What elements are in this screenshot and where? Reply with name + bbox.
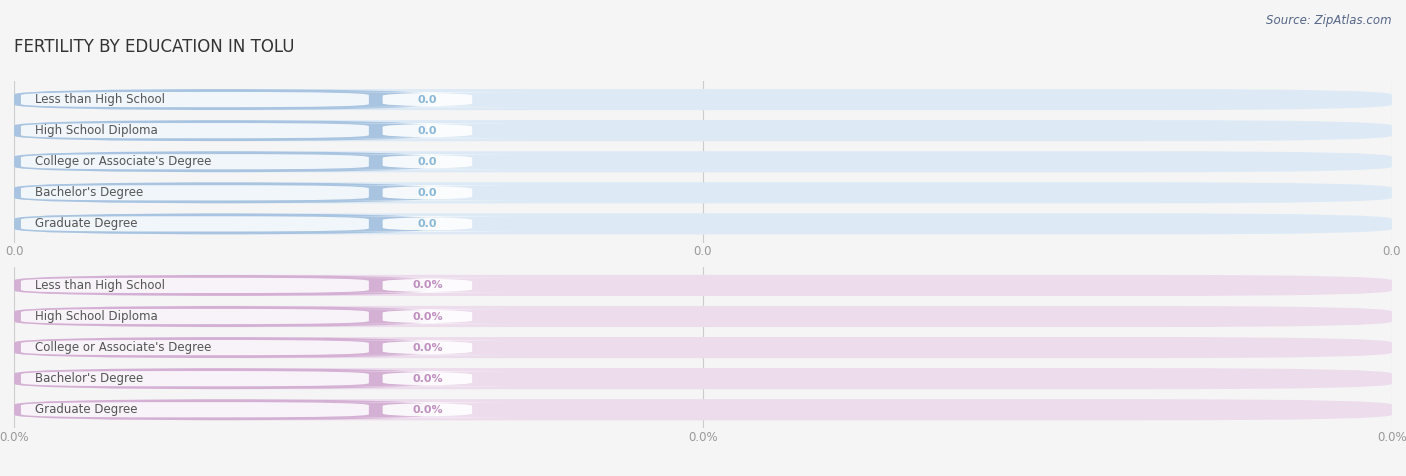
FancyBboxPatch shape [14, 213, 1392, 235]
FancyBboxPatch shape [14, 151, 427, 172]
FancyBboxPatch shape [14, 120, 1392, 141]
FancyBboxPatch shape [14, 89, 427, 110]
FancyBboxPatch shape [307, 185, 548, 200]
FancyBboxPatch shape [307, 92, 548, 107]
Text: High School Diploma: High School Diploma [35, 124, 157, 137]
FancyBboxPatch shape [21, 92, 368, 107]
Text: Bachelor's Degree: Bachelor's Degree [35, 186, 143, 199]
FancyBboxPatch shape [21, 340, 368, 355]
FancyBboxPatch shape [14, 275, 427, 296]
FancyBboxPatch shape [14, 89, 1392, 110]
FancyBboxPatch shape [307, 278, 548, 293]
FancyBboxPatch shape [14, 120, 427, 141]
FancyBboxPatch shape [14, 213, 427, 235]
Text: Graduate Degree: Graduate Degree [35, 403, 138, 416]
FancyBboxPatch shape [21, 402, 368, 417]
FancyBboxPatch shape [14, 368, 427, 389]
FancyBboxPatch shape [14, 151, 1392, 172]
FancyBboxPatch shape [14, 399, 427, 420]
FancyBboxPatch shape [307, 340, 548, 355]
FancyBboxPatch shape [21, 278, 368, 293]
FancyBboxPatch shape [21, 371, 368, 387]
FancyBboxPatch shape [14, 368, 1392, 389]
FancyBboxPatch shape [14, 182, 427, 203]
FancyBboxPatch shape [307, 402, 548, 417]
FancyBboxPatch shape [14, 306, 1392, 327]
Text: Source: ZipAtlas.com: Source: ZipAtlas.com [1267, 14, 1392, 27]
Text: High School Diploma: High School Diploma [35, 310, 157, 323]
FancyBboxPatch shape [14, 399, 1392, 420]
Text: 0.0%: 0.0% [412, 343, 443, 353]
FancyBboxPatch shape [14, 306, 427, 327]
FancyBboxPatch shape [21, 154, 368, 169]
Text: 0.0: 0.0 [418, 95, 437, 105]
Text: Graduate Degree: Graduate Degree [35, 218, 138, 230]
Text: 0.0%: 0.0% [412, 311, 443, 321]
FancyBboxPatch shape [307, 123, 548, 138]
FancyBboxPatch shape [307, 154, 548, 169]
FancyBboxPatch shape [307, 309, 548, 324]
Text: 0.0%: 0.0% [412, 405, 443, 415]
FancyBboxPatch shape [14, 337, 1392, 358]
FancyBboxPatch shape [21, 216, 368, 231]
FancyBboxPatch shape [21, 309, 368, 324]
Text: Bachelor's Degree: Bachelor's Degree [35, 372, 143, 385]
FancyBboxPatch shape [307, 371, 548, 387]
Text: College or Associate's Degree: College or Associate's Degree [35, 341, 211, 354]
Text: 0.0: 0.0 [418, 126, 437, 136]
Text: Less than High School: Less than High School [35, 93, 165, 106]
Text: College or Associate's Degree: College or Associate's Degree [35, 155, 211, 168]
Text: 0.0%: 0.0% [412, 280, 443, 290]
FancyBboxPatch shape [14, 182, 1392, 203]
FancyBboxPatch shape [21, 185, 368, 200]
Text: 0.0: 0.0 [418, 219, 437, 229]
FancyBboxPatch shape [14, 275, 1392, 296]
Text: 0.0: 0.0 [418, 188, 437, 198]
FancyBboxPatch shape [14, 337, 427, 358]
Text: Less than High School: Less than High School [35, 279, 165, 292]
Text: 0.0: 0.0 [418, 157, 437, 167]
FancyBboxPatch shape [21, 123, 368, 138]
Text: 0.0%: 0.0% [412, 374, 443, 384]
FancyBboxPatch shape [307, 216, 548, 231]
Text: FERTILITY BY EDUCATION IN TOLU: FERTILITY BY EDUCATION IN TOLU [14, 38, 295, 56]
